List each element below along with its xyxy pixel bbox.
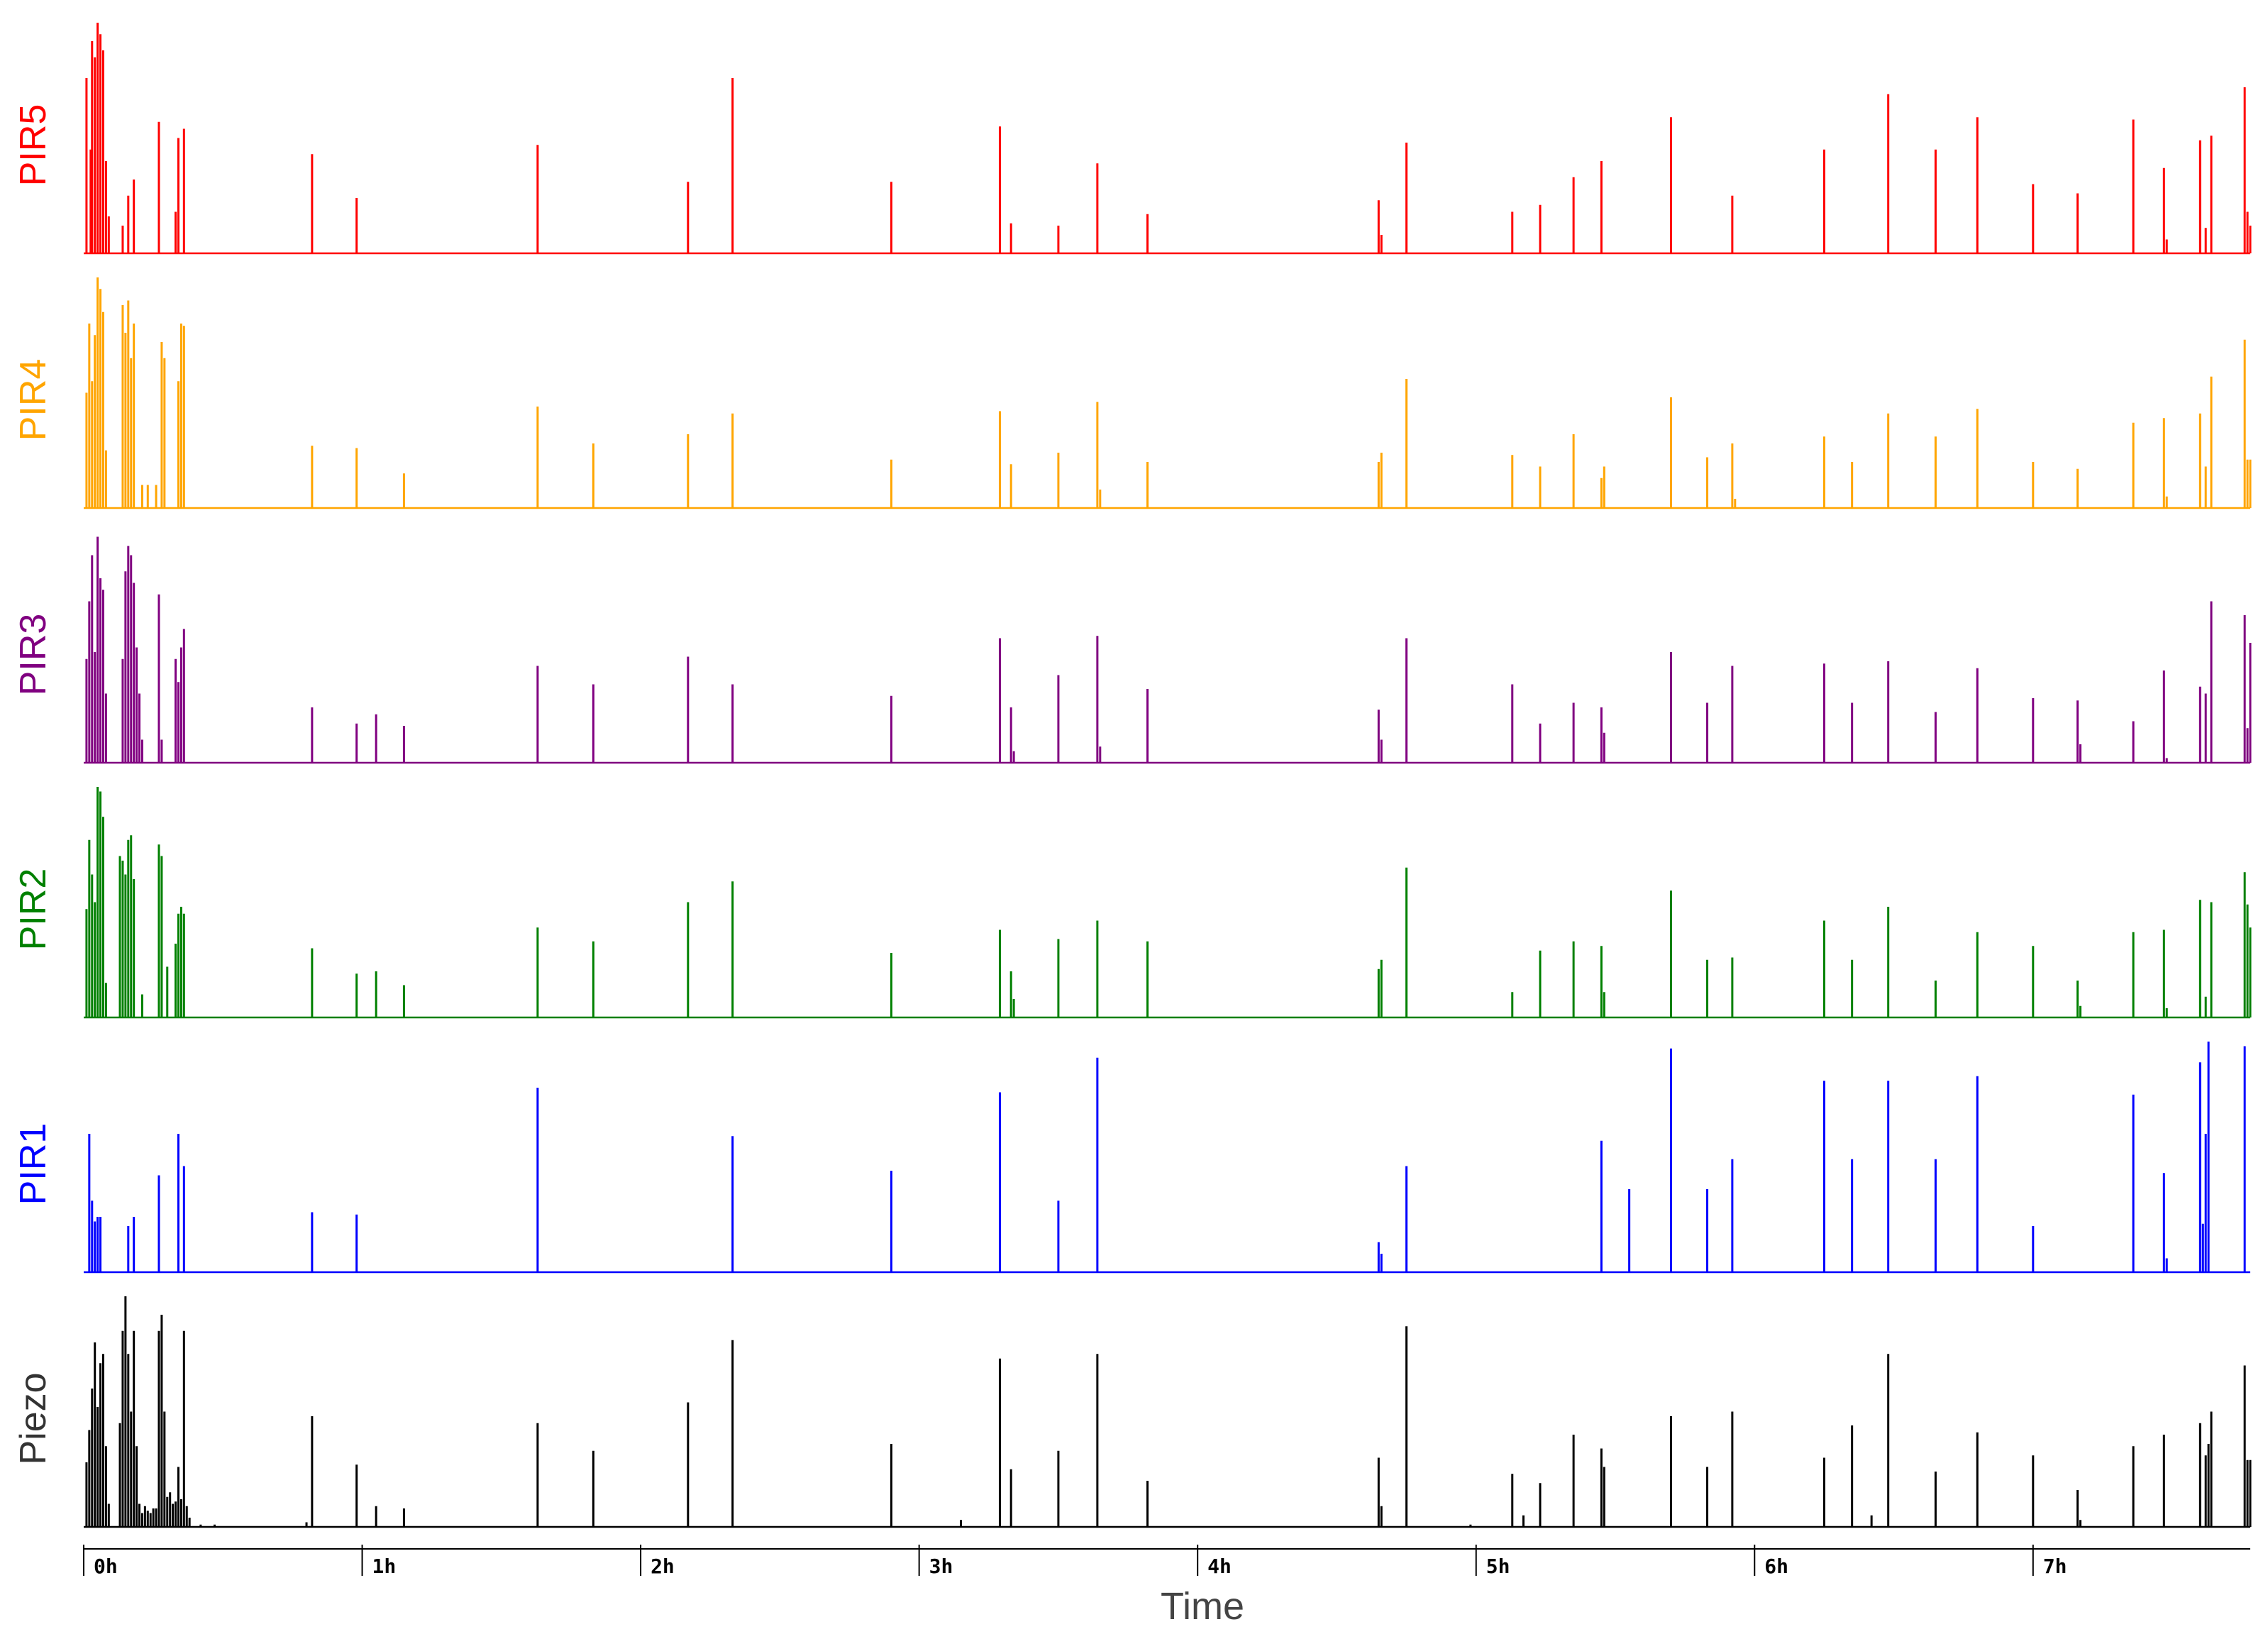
- x-tick-label: 6h: [1764, 1555, 1788, 1578]
- x-axis: 0h 1h 2h 3h 4h 5h 6h 7h Time: [83, 1545, 2250, 1628]
- panel-pir4: PIR4: [13, 277, 2252, 509]
- panel-pir5: PIR5: [13, 23, 2252, 255]
- panel-piezo: Piezo: [13, 1296, 2252, 1528]
- x-tick-label: 3h: [929, 1555, 953, 1578]
- x-axis-ticks: 0h 1h 2h 3h 4h 5h 6h 7h: [83, 1545, 2067, 1578]
- x-tick-label: 4h: [1207, 1555, 1232, 1578]
- x-axis-title: Time: [1161, 1585, 1244, 1628]
- y-label-pir2: PIR2: [13, 868, 54, 951]
- y-label-piezo: Piezo: [13, 1372, 54, 1464]
- x-tick-label: 2h: [651, 1555, 675, 1578]
- y-label-pir5: PIR5: [13, 104, 54, 187]
- x-tick-label: 7h: [2043, 1555, 2067, 1578]
- y-label-pir4: PIR4: [13, 359, 54, 441]
- panel-pir3: PIR3: [13, 536, 2252, 764]
- y-label-pir1: PIR1: [13, 1123, 54, 1205]
- panel-pir1: PIR1: [13, 1042, 2250, 1274]
- panel-pir2: PIR2: [13, 787, 2252, 1019]
- y-label-pir3: PIR3: [13, 614, 54, 696]
- panels: PIR5 PIR4 PIR3 PIR2 PIR1 Piezo: [13, 23, 2252, 1528]
- x-tick-label: 0h: [94, 1555, 118, 1578]
- x-tick-label: 1h: [372, 1555, 397, 1578]
- x-tick-label: 5h: [1486, 1555, 1510, 1578]
